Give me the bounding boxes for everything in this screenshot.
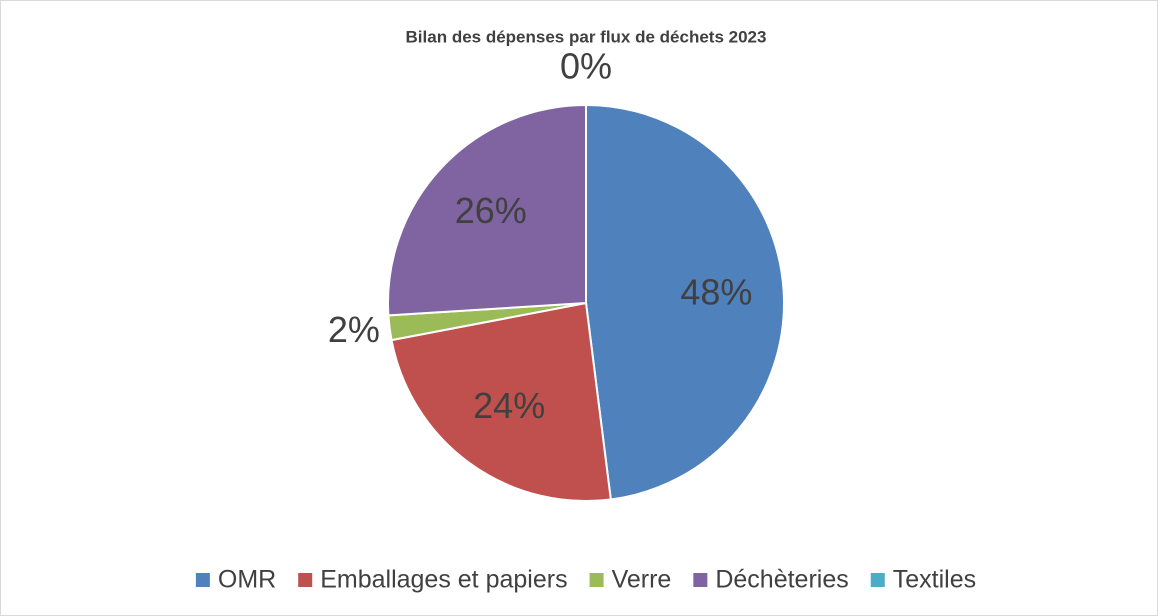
pie-slice bbox=[390, 301, 612, 502]
legend-label: Verre bbox=[612, 566, 672, 594]
data-label: 48% bbox=[680, 271, 752, 312]
legend-label: Textiles bbox=[893, 566, 976, 594]
chart-title: Bilan des dépenses par flux de déchets 2… bbox=[406, 27, 767, 46]
data-label: 2% bbox=[328, 309, 380, 350]
data-label: 0% bbox=[560, 46, 612, 87]
legend-label: OMR bbox=[218, 566, 276, 594]
legend-label: Déchèteries bbox=[715, 566, 848, 594]
data-label: 24% bbox=[473, 385, 545, 426]
data-label: 26% bbox=[455, 190, 527, 231]
legend-swatch bbox=[298, 573, 313, 587]
pie-slice bbox=[585, 103, 785, 501]
legend-swatch bbox=[870, 573, 885, 587]
pie-slice bbox=[387, 103, 587, 317]
legend-swatch bbox=[589, 573, 604, 587]
legend-swatch bbox=[693, 573, 708, 587]
legend-label: Emballages et papiers bbox=[320, 566, 567, 594]
legend-swatch bbox=[195, 573, 210, 587]
